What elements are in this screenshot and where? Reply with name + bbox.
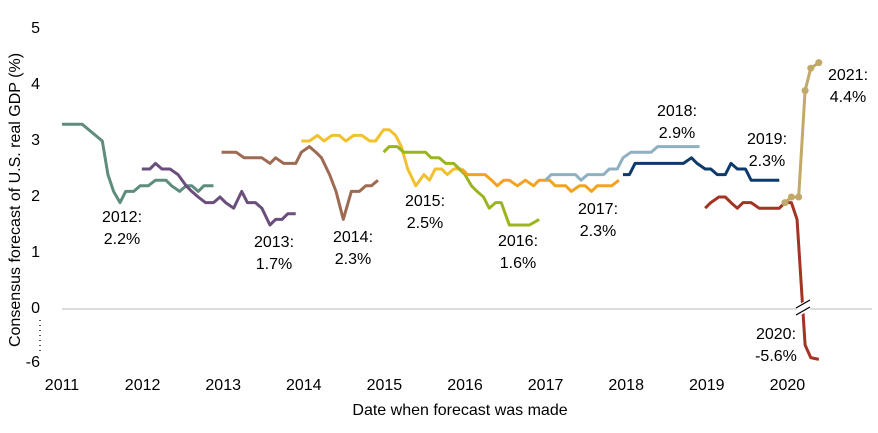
series-line — [382, 145, 540, 227]
series-label: 2019: — [747, 131, 787, 148]
series-line — [783, 61, 820, 204]
point-marker — [787, 193, 795, 201]
y-tick-label: 0 — [31, 300, 40, 317]
y-tick-label: 3 — [31, 132, 40, 149]
plot: -6 0 1 2 3 4 5 2011 2012 2013 2014 2015 2016 2017 2018… — [26, 20, 872, 394]
point-marker — [781, 199, 789, 207]
series-label: 2.9% — [659, 125, 695, 142]
series-label: 4.4% — [830, 89, 866, 106]
y-axis-label: Consensus forecast of U.S. real GDP (%) — [7, 53, 24, 347]
y-tick-label: -6 — [26, 354, 40, 371]
series-label: 1.6% — [500, 255, 536, 272]
series-label: 2020: — [756, 326, 796, 343]
series-label: 2.2% — [104, 231, 140, 248]
x-tick-label: 2020 — [770, 377, 806, 394]
series-label: 2014: — [333, 229, 373, 246]
series-label: 2013: — [254, 234, 294, 251]
y-tick-label: 4 — [31, 76, 40, 93]
point-marker — [815, 59, 823, 67]
series-line — [704, 195, 820, 361]
series-label: 2.5% — [407, 215, 443, 232]
series-line — [141, 161, 296, 227]
point-marker — [801, 87, 809, 95]
series-label: 2015: — [405, 193, 445, 210]
point-marker — [807, 64, 815, 72]
y-tick-label: 1 — [31, 244, 40, 261]
series-label: 2016: — [498, 233, 538, 250]
x-tick-label: 2019 — [689, 377, 725, 394]
series-label: -5.6% — [755, 348, 797, 365]
y-tick-label: 2 — [31, 188, 40, 205]
x-tick-label: 2011 — [45, 377, 80, 394]
series-label: 2.3% — [749, 153, 785, 170]
series-line — [301, 128, 462, 188]
series-label: 2018: — [657, 103, 697, 120]
series-line — [544, 145, 700, 182]
x-tick-label: 2016 — [447, 377, 483, 394]
x-tick-label: 2017 — [528, 377, 564, 394]
x-tick-label: 2015 — [367, 377, 403, 394]
series-line — [221, 145, 379, 221]
series-label: 2.3% — [335, 251, 371, 268]
x-axis-label: Date when forecast was made — [352, 402, 567, 419]
y-tick-label: 5 — [31, 20, 40, 37]
series-label: 2021: — [828, 67, 868, 84]
series-line — [622, 156, 780, 182]
x-tick-label: 2018 — [608, 377, 644, 394]
x-tick-label: 2012 — [125, 377, 161, 394]
series-label: 2017: — [578, 201, 618, 218]
x-tick-label: 2014 — [286, 377, 322, 394]
series-label: 2.3% — [580, 223, 616, 240]
x-tick-label: 2013 — [205, 377, 241, 394]
series-label: 2012: — [102, 209, 142, 226]
series-line — [460, 167, 620, 193]
point-marker — [795, 193, 803, 201]
series-label: 1.7% — [256, 256, 292, 273]
break-marker — [795, 299, 811, 316]
series-line — [62, 122, 214, 205]
